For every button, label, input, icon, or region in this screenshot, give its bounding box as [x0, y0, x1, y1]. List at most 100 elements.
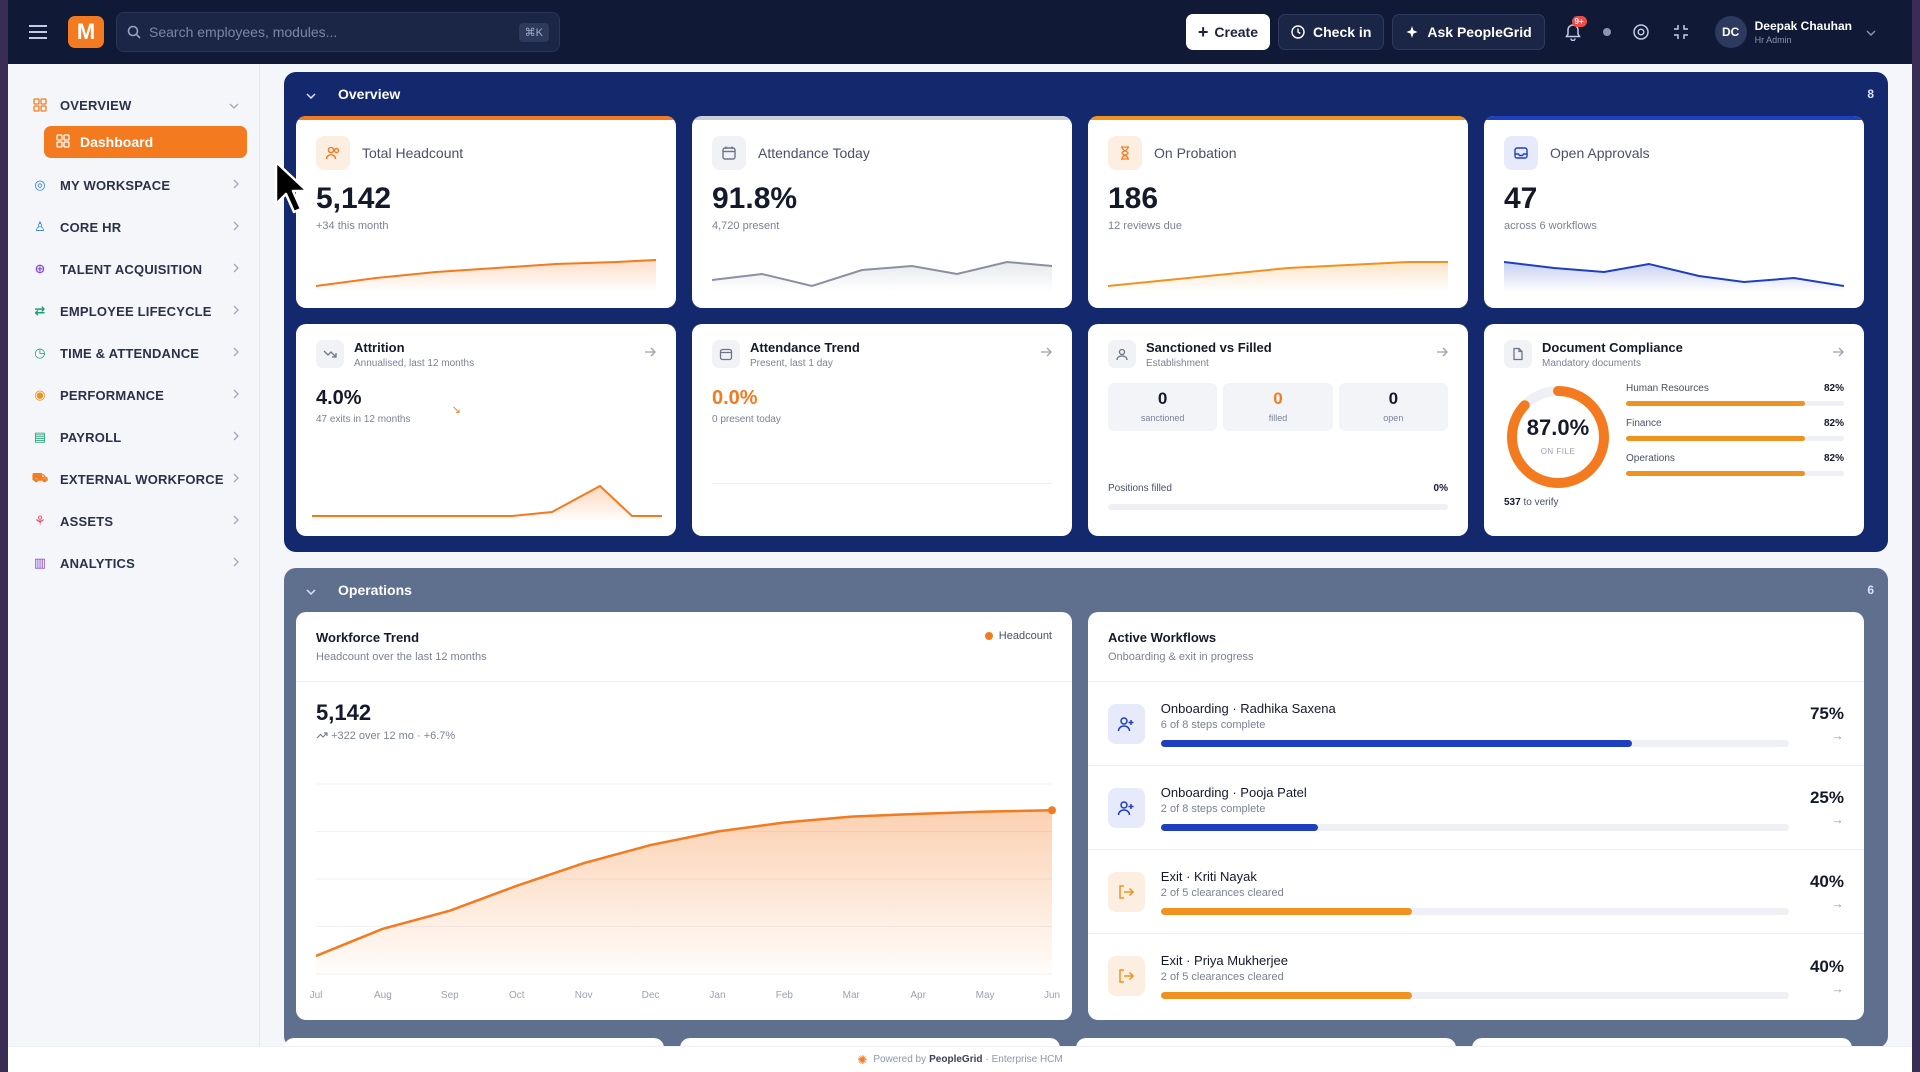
dept-progress: [1626, 436, 1844, 441]
arrow-right-icon[interactable]: [644, 344, 656, 362]
hourglass-icon: [1108, 136, 1142, 170]
nav-icon: ▤: [33, 429, 47, 444]
gear-icon: [1632, 24, 1649, 40]
verify-count: 537: [1504, 497, 1521, 508]
logout-icon: [1119, 969, 1135, 983]
workflow-percent: 75%: [1809, 704, 1844, 723]
calendar-icon: [712, 136, 746, 170]
compliance-card[interactable]: Document Compliance Mandatory documents: [1484, 324, 1864, 536]
section-title: Overview: [338, 86, 401, 102]
kpi-card-probation[interactable]: On Probation 186 12 reviews due: [1088, 116, 1468, 308]
chevron-right-icon: [233, 262, 239, 276]
ask-ai-button[interactable]: Ask PeopleGrid: [1392, 14, 1545, 50]
app-window: M Search employees, modules... ⌘K + Crea…: [8, 0, 1912, 1072]
search-input[interactable]: Search employees, modules...: [149, 24, 338, 40]
sidebar-item-talent-acquisition[interactable]: ⊕ TALENT ACQUISITION: [8, 248, 259, 290]
trending-up-icon: [316, 732, 328, 739]
kpi-value: 47: [1504, 182, 1538, 215]
x-tick-label: Apr: [910, 990, 926, 1001]
kpi-card-approvals[interactable]: Open Approvals 47 across 6 workflows: [1484, 116, 1864, 308]
attrition-card[interactable]: Attrition Annualised, last 12 months 4.0…: [296, 324, 676, 536]
workforce-chart: Jul Aug Sep Oct Nov Dec Jan Feb Mar Apr May Jun: [310, 783, 1060, 1001]
verify-note: 537 to verify: [1504, 497, 1844, 508]
settings-button[interactable]: [1621, 12, 1661, 52]
user-menu[interactable]: DC Deepak Chauhan Hr Admin: [1714, 16, 1876, 48]
sidebar-item-label: CORE HR: [60, 219, 122, 235]
nav-icon: ◷: [34, 345, 46, 360]
create-button[interactable]: + Create: [1185, 14, 1271, 50]
check-in-button[interactable]: Check in: [1278, 14, 1385, 50]
arrow-right-icon[interactable]: →: [1831, 728, 1844, 743]
baseline-divider: [712, 483, 1052, 484]
sidebar-item-label: EXTERNAL WORKFORCE: [60, 471, 224, 487]
sidebar-item-performance[interactable]: ◉ PERFORMANCE: [8, 374, 259, 416]
card-subtitle: Headcount over the last 12 months: [316, 651, 487, 663]
operations-section: Operations 6 Workforce Trend Headcount o…: [284, 568, 1888, 1048]
sidebar-item-dashboard[interactable]: Dashboard: [44, 126, 247, 158]
arrow-right-icon[interactable]: →: [1831, 980, 1844, 996]
positions-percent: 0%: [1433, 483, 1448, 494]
attendance-trend-card[interactable]: Attendance Trend Present, last 1 day 0.0…: [692, 324, 1072, 536]
arrow-right-icon[interactable]: [1832, 344, 1844, 362]
nav-icon: ◉: [34, 387, 46, 402]
sanctioned-card[interactable]: Sanctioned vs Filled Establishment 0 san…: [1088, 324, 1468, 536]
dept-progress: [1626, 471, 1844, 476]
sidebar-item-employee-lifecycle[interactable]: ⇄ EMPLOYEE LIFECYCLE: [8, 290, 259, 332]
arrow-right-icon[interactable]: →: [1831, 896, 1844, 911]
workflow-item[interactable]: Exit · Priya Mukherjee 2 of 5 clearances…: [1088, 934, 1864, 1018]
series-area: [316, 810, 1052, 974]
x-tick-label: Sep: [441, 990, 459, 1001]
section-header[interactable]: Overview 8: [296, 72, 1876, 116]
search-icon: [127, 25, 141, 39]
footer-post: · Enterprise HCM: [985, 1054, 1063, 1065]
positions-label: Positions filled: [1108, 483, 1172, 494]
sidebar-item-external-workforce[interactable]: ⛟ EXTERNAL WORKFORCE: [8, 458, 259, 500]
chevron-down-icon[interactable]: [296, 86, 326, 102]
sidebar-item-core-hr[interactable]: ♙ CORE HR: [8, 206, 259, 248]
verify-text: to verify: [1523, 497, 1559, 508]
card-accent-line: [692, 116, 1072, 120]
sidebar-item-time-attendance[interactable]: ◷ TIME & ATTENDANCE: [8, 332, 259, 374]
workflow-item[interactable]: Onboarding · Pooja Patel 2 of 8 steps co…: [1088, 766, 1864, 850]
sidebar-item-label: Dashboard: [80, 134, 154, 150]
workflow-percent: 40%: [1809, 872, 1844, 891]
notifications-button[interactable]: 9+: [1553, 12, 1593, 52]
kpi-value: 5,142: [316, 182, 392, 215]
sidebar-item-overview[interactable]: OVERVIEW: [8, 84, 259, 126]
avatar: DC: [1714, 16, 1747, 48]
dept-name: Operations: [1626, 453, 1675, 464]
search-shortcut: ⌘K: [518, 22, 549, 42]
sanctioned-tile: 0 sanctioned: [1108, 383, 1218, 431]
app-logo[interactable]: M: [68, 16, 104, 48]
sparkline: [1108, 261, 1448, 292]
sidebar-item-assets[interactable]: ⚘ ASSETS: [8, 500, 259, 542]
arrow-right-icon[interactable]: [1040, 344, 1052, 362]
attrition-subtext: 47 exits in 12 months: [316, 414, 411, 425]
arrow-right-icon[interactable]: [1436, 344, 1448, 362]
section-header[interactable]: Operations 6: [296, 568, 1876, 612]
chevron-down-icon: [1866, 23, 1876, 41]
users-icon: [316, 136, 350, 170]
chevron-down-icon[interactable]: [296, 582, 326, 598]
card-title: Document Compliance: [1542, 340, 1683, 355]
sidebar-item-analytics[interactable]: ▥ ANALYTICS: [8, 542, 259, 584]
workflow-item[interactable]: Onboarding · Radhika Saxena 6 of 8 steps…: [1088, 682, 1864, 766]
workforce-trend-card: Workforce Trend Headcount over the last …: [296, 612, 1072, 1020]
workflow-item[interactable]: Exit · Kriti Nayak 2 of 5 clearances cle…: [1088, 850, 1864, 934]
search-bar[interactable]: Search employees, modules... ⌘K: [116, 12, 560, 52]
mouse-cursor: [274, 160, 309, 214]
sidebar-item-label: ANALYTICS: [60, 555, 135, 571]
dashboard-icon: [56, 133, 70, 151]
sidebar-item-my-workspace[interactable]: ◎ MY WORKSPACE: [8, 164, 259, 206]
document-icon: [1504, 340, 1532, 368]
data-point: [1048, 806, 1056, 815]
kpi-card-headcount[interactable]: Total Headcount 5,142 +34 this month: [296, 116, 676, 308]
sidebar-item-label: TIME & ATTENDANCE: [60, 345, 200, 361]
kpi-card-attendance[interactable]: Attendance Today 91.8% 4,720 present: [692, 116, 1072, 308]
sidebar-item-payroll[interactable]: ▤ PAYROLL: [8, 416, 259, 458]
user-role: Hr Admin: [1754, 35, 1792, 45]
fullscreen-button[interactable]: [1661, 12, 1701, 52]
menu-icon[interactable]: [8, 25, 68, 39]
card-subtitle: Onboarding & exit in progress: [1108, 651, 1254, 663]
arrow-right-icon[interactable]: →: [1831, 812, 1844, 827]
